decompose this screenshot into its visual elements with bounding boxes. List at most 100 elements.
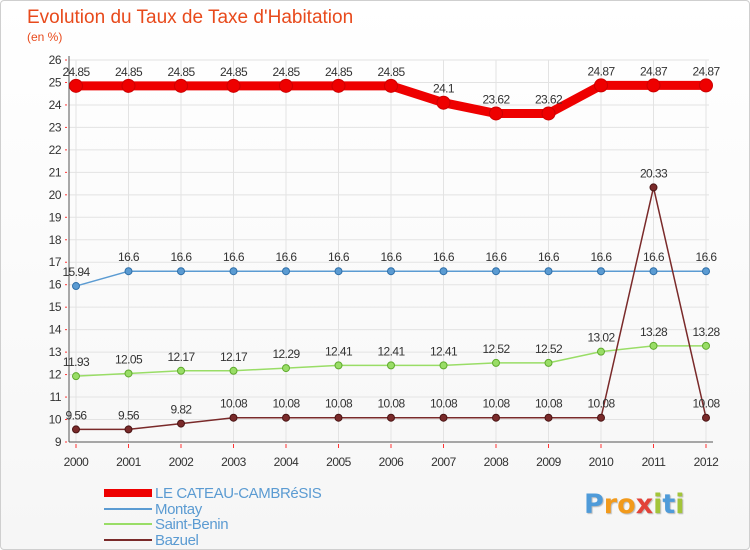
data-label: 24.87 <box>640 64 668 78</box>
data-label: 12.41 <box>377 344 405 358</box>
y-tick-label: 16 <box>49 278 62 292</box>
y-tick-label: 21 <box>49 165 62 179</box>
data-label: 24.1 <box>433 82 455 96</box>
data-point <box>702 341 710 350</box>
logo-letter: i <box>653 489 663 520</box>
data-label: 16.6 <box>538 250 560 264</box>
data-label: 16.6 <box>276 250 298 264</box>
x-tick-label: 2003 <box>221 455 247 469</box>
data-point <box>174 78 188 93</box>
y-tick-label: 24 <box>49 98 62 112</box>
y-tick-label: 19 <box>49 210 62 224</box>
y-tick-label: 22 <box>49 143 62 157</box>
y-tick-label: 26 <box>49 53 62 67</box>
data-label: 12.17 <box>220 350 248 364</box>
data-point <box>541 106 556 121</box>
x-tick-label: 2009 <box>536 455 562 469</box>
series-3: 9.56 9.56 9.82 10.08 10.08 10.08 10.08 10.08 10.… <box>66 166 721 434</box>
data-label: 16.6 <box>433 250 455 264</box>
legend-item-1: Montay <box>104 501 203 518</box>
data-point <box>72 282 80 291</box>
data-label: 20.33 <box>640 166 668 180</box>
data-point <box>544 358 553 367</box>
data-point <box>334 413 343 422</box>
series-layer: 24.85 24.85 24.85 24.85 24.85 24.85 24.85 24.1 2… <box>62 64 721 434</box>
data-point <box>439 413 448 422</box>
data-point <box>124 369 133 378</box>
legend-item-3: Bazuel <box>104 532 199 549</box>
x-tick-label: 2008 <box>484 455 510 469</box>
data-point <box>387 267 395 276</box>
x-tick-label: 2005 <box>326 455 352 469</box>
data-label: 9.56 <box>66 408 88 422</box>
data-point <box>282 267 290 276</box>
x-tick-label: 2012 <box>694 455 720 469</box>
legend-label: Bazuel <box>155 532 199 549</box>
data-label: 24.85 <box>115 65 143 79</box>
data-label: 13.28 <box>640 325 668 339</box>
data-point <box>177 366 185 375</box>
logo-letter: t <box>662 489 676 520</box>
data-point <box>334 361 343 370</box>
y-tick-label: 14 <box>49 323 62 337</box>
x-tick-label: 2000 <box>64 455 90 469</box>
data-point <box>544 267 553 276</box>
data-point <box>282 413 290 422</box>
data-label: 23.62 <box>535 92 563 106</box>
data-point <box>334 267 343 276</box>
x-tick-label: 2002 <box>169 455 195 469</box>
legend-label: Saint-Benin <box>155 516 228 533</box>
x-axis-ticks: 2000 2001 2002 2003 2004 2005 2006 2007 2008 2009… <box>64 455 720 469</box>
data-label: 24.85 <box>377 65 405 79</box>
data-label: 10.08 <box>430 397 458 411</box>
data-label: 10.08 <box>220 397 248 411</box>
data-label: 16.6 <box>643 250 665 264</box>
data-label: 16.6 <box>223 250 245 264</box>
data-point <box>229 413 238 422</box>
data-label: 12.52 <box>482 342 510 356</box>
series-2: 11.93 12.05 12.17 12.17 12.29 12.41 12.41 12.41… <box>63 325 721 381</box>
y-tick-label: 11 <box>50 390 62 404</box>
series-0: 24.85 24.85 24.85 24.85 24.85 24.85 24.85 24.1 2… <box>62 64 721 121</box>
data-label: 15.94 <box>62 265 90 279</box>
axes <box>65 56 713 448</box>
data-label: 16.6 <box>696 250 718 264</box>
data-point <box>649 267 658 276</box>
data-label: 13.28 <box>692 325 720 339</box>
y-tick-label: 20 <box>49 188 62 202</box>
data-label: 12.17 <box>167 350 195 364</box>
data-point <box>492 267 500 276</box>
data-label: 10.08 <box>692 397 720 411</box>
data-label: 10.08 <box>325 397 353 411</box>
data-point <box>177 419 185 428</box>
data-label: 24.85 <box>325 65 353 79</box>
y-tick-label: 25 <box>49 75 62 89</box>
data-label: 12.29 <box>272 347 300 361</box>
data-point <box>489 106 503 121</box>
data-point <box>279 78 293 93</box>
y-tick-label: 23 <box>49 120 62 134</box>
data-label: 16.6 <box>118 250 140 264</box>
x-tick-label: 2001 <box>116 455 142 469</box>
legend-label: Montay <box>155 501 203 518</box>
data-label: 12.41 <box>325 344 353 358</box>
y-tick-label: 10 <box>49 413 62 427</box>
data-label: 10.08 <box>272 397 300 411</box>
logo-letter: i <box>675 489 685 520</box>
logo-letter: r <box>603 489 618 520</box>
data-point <box>282 364 290 373</box>
data-point <box>544 413 553 422</box>
data-point <box>436 95 451 110</box>
x-tick-label: 2011 <box>642 455 667 469</box>
data-label: 10.08 <box>535 397 563 411</box>
data-point <box>597 267 605 276</box>
y-tick-label: 12 <box>49 368 62 382</box>
y-tick-label: 18 <box>49 233 62 247</box>
x-tick-label: 2006 <box>379 455 405 469</box>
data-point <box>229 366 238 375</box>
data-label: 16.6 <box>171 250 193 264</box>
y-tick-label: 17 <box>49 255 62 269</box>
legend-item-2: Saint-Benin <box>104 516 229 533</box>
data-point <box>594 78 608 93</box>
